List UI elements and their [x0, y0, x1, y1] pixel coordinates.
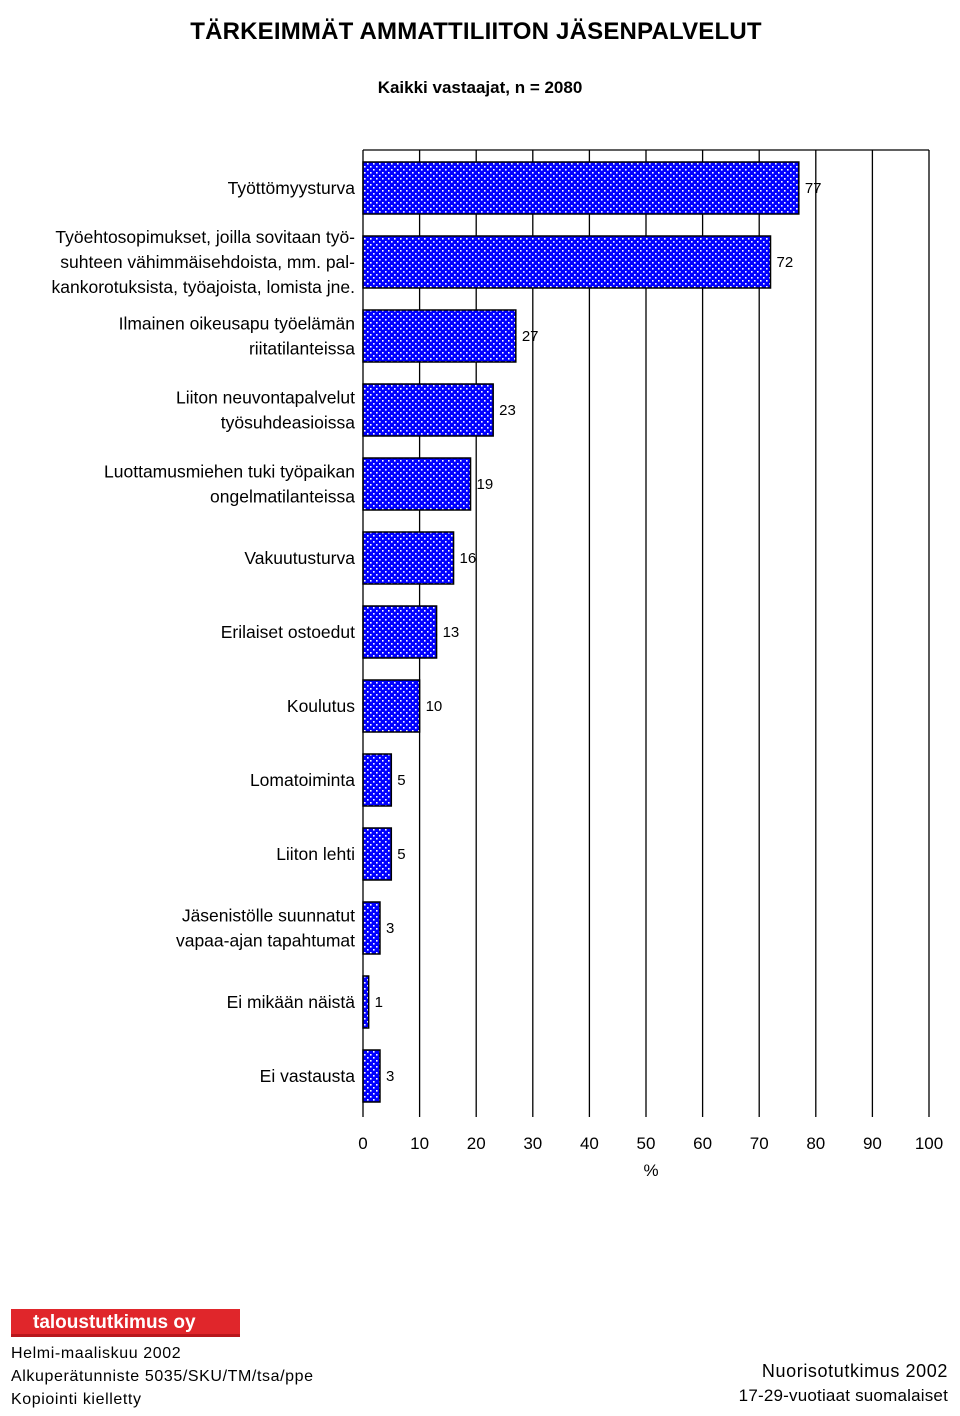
category-label-3: Liiton neuvontapalvelut työsuhdeasioissa [176, 388, 355, 433]
category-label-1: Työehtosopimukset, joilla sovitaan työ-s… [52, 227, 356, 297]
bar-12 [362, 1049, 381, 1103]
x-tick-label-50: 50 [637, 1134, 656, 1153]
bar-7 [362, 679, 421, 733]
x-tick-label-60: 60 [693, 1134, 712, 1153]
bar-9 [362, 827, 393, 881]
x-axis-ticks: 0 10 20 30 40 50 60 70 80 90 100 [358, 1134, 943, 1153]
value-label-2: 27 [522, 328, 539, 345]
category-label-5: Vakuutusturva [244, 548, 355, 568]
taloustutkimus-logo: taloustutkimus oy [11, 1309, 240, 1337]
value-label-3: 23 [499, 402, 516, 419]
category-label-line: Työehtosopimukset, joilla sovitaan työ- [55, 227, 355, 247]
category-label-10: Jäsenistölle suunnatut vapaa-ajan tapahtu… [176, 906, 355, 951]
value-label-9: 5 [397, 846, 405, 863]
value-label-6: 13 [443, 624, 460, 641]
category-label-line: Ilmainen oikeusapu työelämän [119, 314, 355, 334]
category-label-line: ongelmatilanteissa [210, 487, 355, 507]
category-label-7: Koulutus [287, 696, 355, 716]
x-tick-label-0: 0 [358, 1134, 367, 1153]
value-label-11: 1 [375, 994, 383, 1011]
bar-0 [362, 161, 800, 215]
value-label-1: 72 [777, 254, 794, 271]
value-label-12: 3 [386, 1068, 394, 1085]
category-labels: Työttömyysturva Työehtosopimukset, joilla… [52, 178, 356, 1086]
category-label-line: Ei vastausta [260, 1066, 356, 1086]
value-label-10: 3 [386, 920, 394, 937]
category-label-line: Koulutus [287, 696, 355, 716]
category-label-line: työsuhdeasioissa [221, 413, 356, 433]
category-label-9: Liiton lehti [276, 844, 355, 864]
bar-3 [362, 383, 494, 437]
x-tick-label-20: 20 [467, 1134, 486, 1153]
x-axis-label: % [643, 1161, 658, 1180]
x-tick-label-10: 10 [410, 1134, 429, 1153]
category-label-12: Ei vastausta [260, 1066, 356, 1086]
bar-8 [362, 753, 393, 807]
category-label-4: Luottamusmiehen tuki työpaikan ongelmatil… [104, 462, 355, 507]
value-label-0: 77 [805, 180, 822, 197]
footer-source-id: Alkuperätunniste 5035/SKU/TM/tsa/ppe [11, 1368, 314, 1385]
value-label-4: 19 [477, 476, 494, 493]
category-label-line: Lomatoiminta [250, 770, 355, 790]
chart-subtitle: Kaikki vastaajat, n = 2080 [377, 78, 583, 97]
x-tick-label-70: 70 [750, 1134, 769, 1153]
footer-population: 17-29-vuotiaat suomalaiset [738, 1386, 948, 1405]
bar-6 [362, 605, 438, 659]
category-label-line: Työttömyysturva [228, 178, 356, 198]
category-label-line: Vakuutusturva [244, 548, 355, 568]
value-label-7: 10 [426, 698, 443, 715]
category-label-6: Erilaiset ostoedut [221, 622, 355, 642]
value-label-8: 5 [397, 772, 405, 789]
x-tick-label-80: 80 [806, 1134, 825, 1153]
category-label-line: Liiton lehti [276, 844, 355, 864]
bar-1 [362, 235, 772, 289]
x-tick-label-30: 30 [523, 1134, 542, 1153]
footer-copyright: Kopiointi kielletty [11, 1391, 142, 1408]
category-label-0: Työttömyysturva [228, 178, 356, 198]
category-label-line: kankorotuksista, työajoista, lomista jne… [52, 277, 355, 297]
x-tick-label-90: 90 [863, 1134, 882, 1153]
footer-study-name: Nuorisotutkimus 2002 [761, 1361, 948, 1381]
category-label-line: suhteen vähimmäisehdoista, mm. pal- [60, 252, 355, 272]
value-label-5: 16 [460, 550, 477, 567]
footer-date: Helmi-maaliskuu 2002 [11, 1345, 182, 1362]
bar-10 [362, 901, 381, 955]
category-label-line: Ei mikään näistä [227, 992, 356, 1012]
category-label-8: Lomatoiminta [250, 770, 355, 790]
bar-2 [362, 309, 517, 363]
category-label-line: Liiton neuvontapalvelut [176, 388, 355, 408]
category-label-2: Ilmainen oikeusapu työelämän riitatilante… [119, 314, 356, 359]
chart-title: TÄRKEIMMÄT AMMATTILIITON JÄSENPALVELUT [190, 18, 762, 45]
category-label-line: Luottamusmiehen tuki työpaikan [104, 462, 355, 482]
bar-11 [362, 975, 370, 1029]
category-label-line: vapaa-ajan tapahtumat [176, 931, 355, 951]
category-label-line: Jäsenistölle suunnatut [182, 906, 355, 926]
category-label-line: Erilaiset ostoedut [221, 622, 355, 642]
x-tick-label-40: 40 [580, 1134, 599, 1153]
logo-text: taloustutkimus oy [33, 1312, 196, 1333]
category-label-11: Ei mikään näistä [227, 992, 356, 1012]
bar-4 [362, 457, 472, 511]
x-tick-label-100: 100 [915, 1134, 943, 1153]
bar-5 [362, 531, 455, 585]
category-label-line: riitatilanteissa [249, 339, 355, 359]
